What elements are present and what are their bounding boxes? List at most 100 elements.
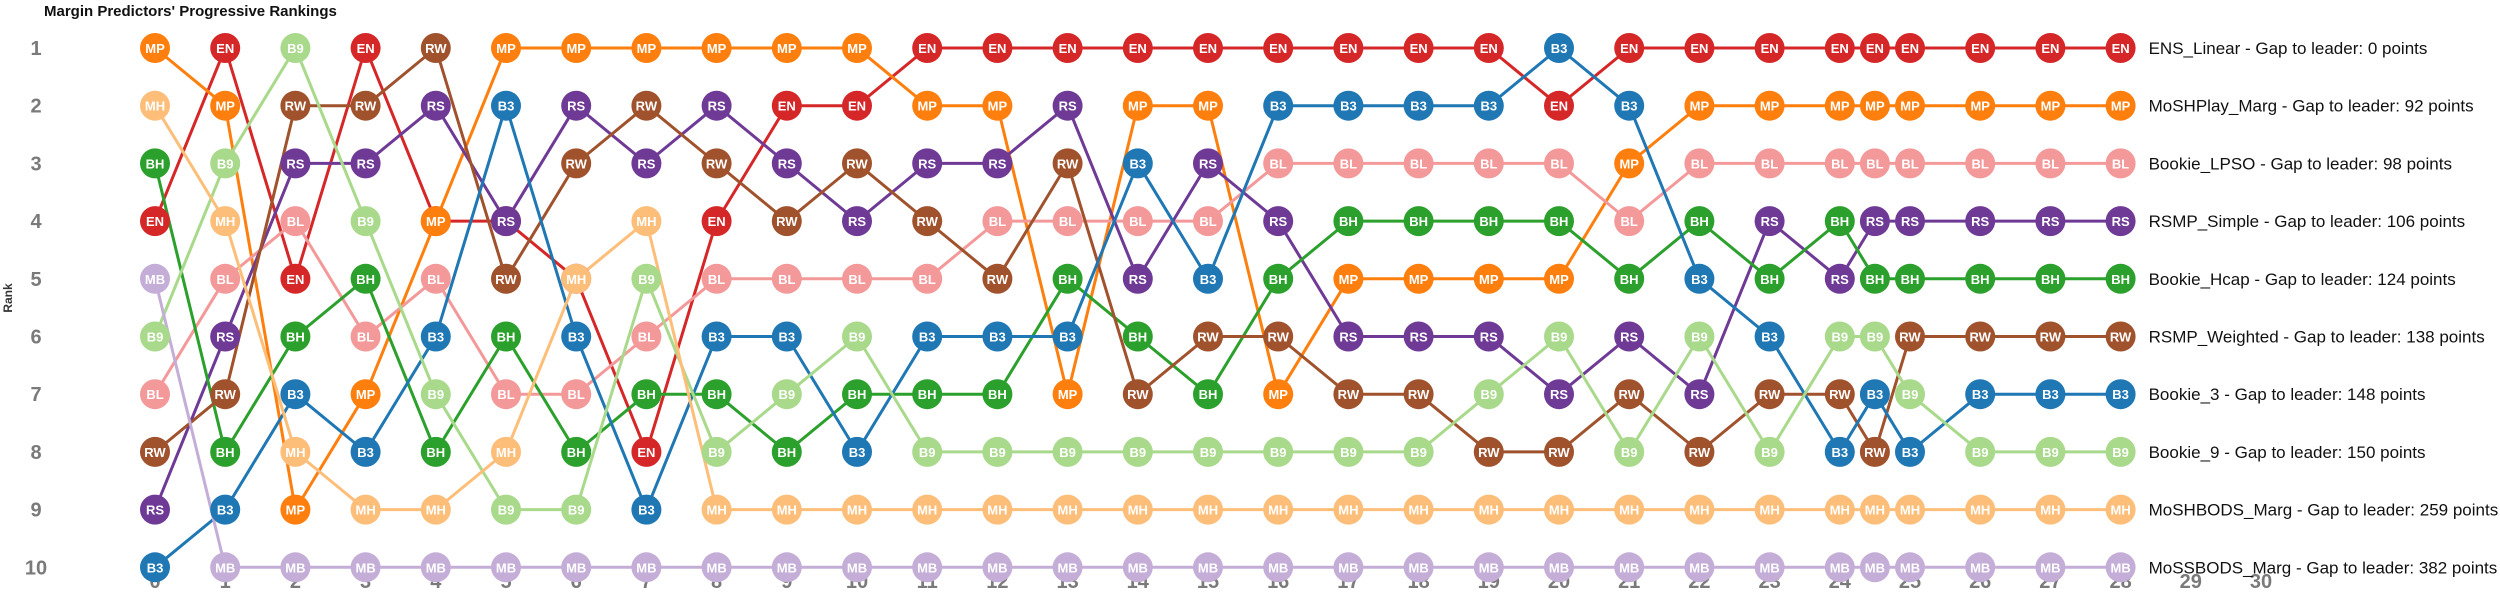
point-label: BH xyxy=(1830,214,1849,229)
data-point-b9: B9 xyxy=(1859,321,1890,352)
data-point-b3: B3 xyxy=(1263,90,1294,121)
data-point-mh: MH xyxy=(1614,494,1645,525)
point-label: B3 xyxy=(989,330,1006,345)
point-marker xyxy=(2105,90,2136,121)
data-point-mb: MB xyxy=(1965,552,1996,583)
point-label: EN xyxy=(1831,41,1849,56)
data-point-bh: BH xyxy=(491,321,521,352)
point-marker xyxy=(140,436,170,467)
point-label: B9 xyxy=(1761,445,1778,460)
point-marker xyxy=(701,552,732,583)
point-label: BH xyxy=(1128,330,1147,345)
point-marker xyxy=(771,552,802,583)
data-point-mh: MH xyxy=(350,494,381,525)
point-marker xyxy=(701,494,732,525)
point-marker xyxy=(1684,552,1715,583)
data-point-bh: BH xyxy=(210,436,241,467)
point-marker xyxy=(2105,33,2136,63)
point-marker xyxy=(842,90,872,121)
point-marker xyxy=(420,321,451,352)
point-marker xyxy=(1684,148,1715,179)
point-label: RW xyxy=(1478,445,1500,460)
point-marker xyxy=(1333,33,1364,63)
point-label: MP xyxy=(1549,272,1569,287)
data-point-mp: MP xyxy=(1614,148,1645,179)
data-point-b9: B9 xyxy=(1544,321,1574,352)
point-marker xyxy=(280,321,311,352)
data-point-en: EN xyxy=(1193,33,1223,63)
data-point-bl: BL xyxy=(280,206,311,237)
data-point-mh: MH xyxy=(1824,494,1855,525)
point-label: B3 xyxy=(568,330,585,345)
point-marker xyxy=(561,436,592,467)
point-label: MB xyxy=(847,560,867,575)
point-marker xyxy=(1333,321,1364,352)
point-label: BH xyxy=(497,330,516,345)
point-marker xyxy=(1403,379,1434,410)
data-point-b3: B3 xyxy=(1754,321,1785,352)
point-marker xyxy=(1193,552,1223,583)
point-label: MH xyxy=(2110,503,2130,518)
point-label: B3 xyxy=(1340,99,1357,114)
point-marker xyxy=(1052,90,1083,121)
point-marker xyxy=(1859,263,1890,294)
point-marker xyxy=(912,90,943,121)
point-label: RS xyxy=(918,156,936,171)
point-label: EN xyxy=(708,214,726,229)
data-point-b9: B9 xyxy=(350,206,381,237)
data-point-mp: MP xyxy=(1052,379,1083,410)
data-point-mh: MH xyxy=(2035,494,2066,525)
data-point-bl: BL xyxy=(1614,206,1645,237)
point-marker xyxy=(1052,33,1083,63)
data-point-rs: RS xyxy=(1052,90,1083,121)
point-marker xyxy=(280,263,311,294)
point-label: B9 xyxy=(287,41,304,56)
data-point-mp: MP xyxy=(631,33,662,63)
point-label: BH xyxy=(2111,272,2130,287)
data-point-en: EN xyxy=(1859,33,1890,63)
data-point-b3: B3 xyxy=(1684,263,1715,294)
point-marker xyxy=(350,436,381,467)
point-label: RS xyxy=(427,99,445,114)
point-label: RS xyxy=(1620,330,1638,345)
point-label: EN xyxy=(1866,41,1884,56)
data-point-mp: MP xyxy=(1895,90,1925,121)
point-marker xyxy=(1754,148,1785,179)
point-marker xyxy=(1895,494,1925,525)
point-marker xyxy=(842,263,872,294)
point-marker xyxy=(701,206,732,237)
point-marker xyxy=(1614,148,1645,179)
data-point-bh: BH xyxy=(1263,263,1294,294)
point-label: MH xyxy=(1268,503,1288,518)
data-point-en: EN xyxy=(1122,33,1153,63)
point-marker xyxy=(350,321,381,352)
point-label: MB xyxy=(2110,560,2130,575)
point-label: MH xyxy=(987,503,1007,518)
point-marker xyxy=(1859,148,1890,179)
point-marker xyxy=(631,33,662,63)
point-marker xyxy=(491,263,521,294)
point-label: BH xyxy=(637,387,656,402)
data-point-mb: MB xyxy=(280,552,311,583)
point-label: B9 xyxy=(2042,445,2059,460)
point-marker xyxy=(701,263,732,294)
point-marker xyxy=(1052,494,1083,525)
point-marker xyxy=(912,436,943,467)
point-label: B9 xyxy=(1621,445,1638,460)
end-label-b9: Bookie_9 - Gap to leader: 150 points xyxy=(2149,443,2426,462)
point-marker xyxy=(1473,206,1504,237)
point-label: EN xyxy=(2041,41,2059,56)
data-point-mb: MB xyxy=(631,552,662,583)
end-label-bl: Bookie_LPSO - Gap to leader: 98 points xyxy=(2149,154,2452,173)
point-marker xyxy=(350,33,381,63)
point-label: BL xyxy=(146,387,163,402)
point-label: BH xyxy=(1690,214,1709,229)
data-point-mb: MB xyxy=(982,552,1013,583)
point-marker xyxy=(1193,379,1223,410)
point-marker xyxy=(1122,321,1153,352)
point-marker xyxy=(1544,90,1574,121)
point-label: BL xyxy=(497,387,514,402)
data-point-rw: RW xyxy=(491,263,521,294)
point-marker xyxy=(140,321,170,352)
data-point-en: EN xyxy=(1824,33,1855,63)
